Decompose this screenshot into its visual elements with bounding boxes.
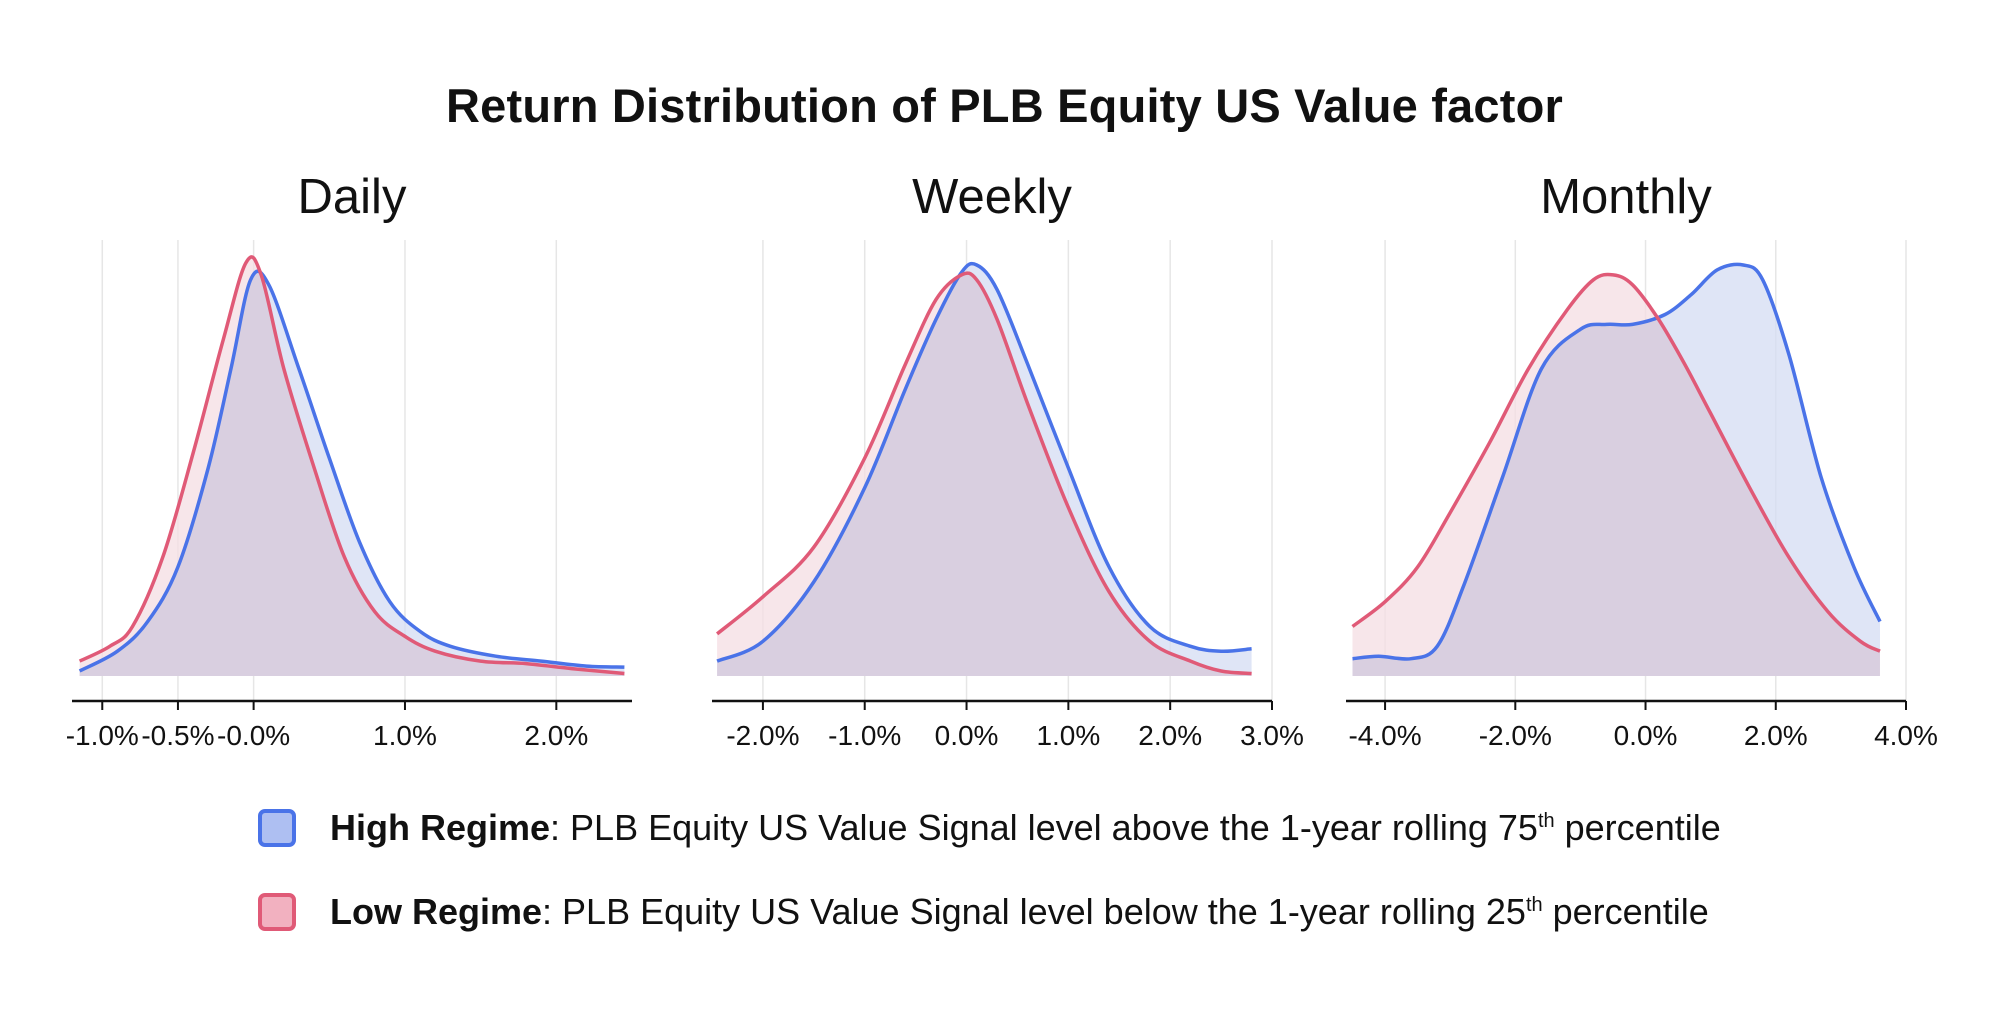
panel-daily: Daily -1.0% -0.5% -0.0% 1.0% 2.0% — [66, 170, 632, 751]
x-tick-label: -2.0% — [726, 720, 799, 751]
legend-swatch-low — [258, 893, 296, 931]
legend-label-high: High Regime: PLB Equity US Value Signal … — [330, 807, 1721, 848]
x-tick-label: 1.0% — [1036, 720, 1100, 751]
x-tick-label: 0.0% — [935, 720, 999, 751]
series-line-high — [716, 261, 1252, 663]
series-line-high — [78, 269, 625, 673]
area-overlap — [79, 271, 625, 676]
panel-monthly: Monthly -4.0% -2.0% 0.0% 2.0% 4.0% — [1346, 170, 1938, 751]
series-line-low — [78, 255, 625, 676]
legend-name-high: High Regime — [330, 807, 551, 848]
legend-swatch-high — [258, 809, 296, 847]
x-tick-label: 3.0% — [1240, 720, 1304, 751]
panel-weekly: Weekly -2.0% -1.0% 0.0% 1.0% 2.0% 3.0% — [712, 170, 1304, 751]
panel-title: Weekly — [912, 170, 1072, 224]
x-tick-label: 0.0% — [1614, 720, 1678, 751]
legend-item-low: Low Regime: PLB Equity US Value Signal l… — [258, 891, 1709, 933]
area-overlap — [1352, 274, 1880, 676]
x-tick-label: 2.0% — [1744, 720, 1808, 751]
series-line-low — [715, 271, 1252, 676]
x-tick-label: -4.0% — [1348, 720, 1421, 751]
series-line-high — [1352, 262, 1882, 661]
x-tick-label: -1.0% — [66, 720, 139, 751]
x-tick-label: 1.0% — [373, 720, 437, 751]
x-tick-label: 2.0% — [1138, 720, 1202, 751]
legend-item-high: High Regime: PLB Equity US Value Signal … — [258, 807, 1721, 849]
series-line-low — [1351, 272, 1881, 653]
legend-name-low: Low Regime — [330, 891, 543, 932]
chart-title: Return Distribution of PLB Equity US Val… — [446, 79, 1563, 132]
x-tick-label: -0.5% — [141, 720, 214, 751]
area-overlap — [717, 273, 1252, 676]
x-tick-label: -1.0% — [828, 720, 901, 751]
x-tick-label: -0.0% — [217, 720, 290, 751]
legend-label-low: Low Regime: PLB Equity US Value Signal l… — [330, 891, 1709, 932]
panel-title: Daily — [298, 170, 407, 224]
x-tick-label: -2.0% — [1479, 720, 1552, 751]
x-tick-label: 2.0% — [524, 720, 588, 751]
charts-area: Daily-1.0% -0.5% -0.0% 1.0% 2.0%Weekly-2.0% -… — [66, 170, 1938, 751]
panel-title: Monthly — [1540, 170, 1712, 224]
x-tick-label: 4.0% — [1874, 720, 1938, 751]
